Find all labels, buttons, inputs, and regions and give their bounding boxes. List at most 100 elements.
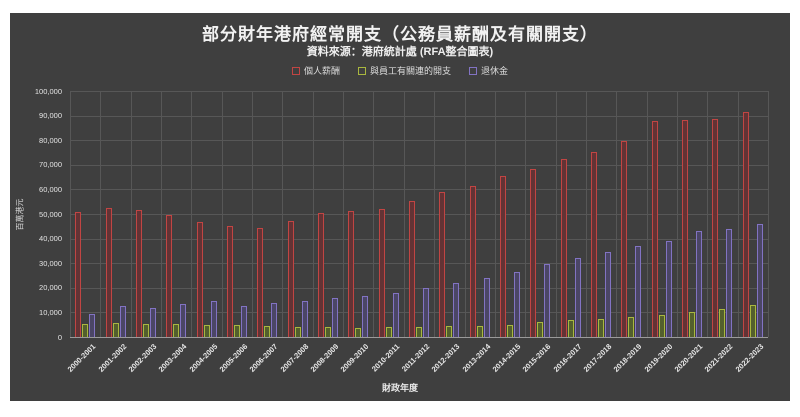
- y-gridline: [70, 238, 768, 240]
- bar-staff-related-expenses: [628, 317, 635, 337]
- bar-personal-emoluments: [317, 213, 324, 337]
- bar-personal-emoluments: [530, 168, 537, 337]
- bar-personal-emoluments: [257, 227, 264, 337]
- bar-pensions: [756, 224, 763, 337]
- bar-staff-related-expenses: [82, 323, 89, 337]
- x-gridline: [616, 91, 618, 337]
- bar-staff-related-expenses: [719, 309, 726, 337]
- bar-staff-related-expenses: [415, 326, 422, 337]
- y-gridline: [70, 115, 768, 117]
- legend-label-personal-emoluments: 個人薪酬: [303, 66, 340, 76]
- bar-personal-emoluments: [439, 191, 446, 337]
- bar-group: [313, 91, 343, 337]
- bar-staff-related-expenses: [142, 323, 149, 337]
- x-gridline: [282, 91, 284, 337]
- bar-personal-emoluments: [226, 226, 233, 337]
- x-gridline: [221, 91, 223, 337]
- bar-group: [616, 91, 646, 337]
- bar-pensions: [574, 257, 581, 337]
- y-tick-label: 0: [57, 332, 62, 342]
- bar-personal-emoluments: [560, 159, 567, 337]
- x-gridline: [130, 91, 132, 337]
- bar-group: [222, 91, 252, 337]
- bar-group: [586, 91, 616, 337]
- bar-staff-related-expenses: [233, 325, 240, 337]
- y-tick-label: 50,000: [39, 209, 62, 219]
- bar-pensions: [119, 306, 126, 337]
- bar-pensions: [453, 283, 460, 337]
- bar-personal-emoluments: [287, 220, 294, 337]
- bar-group: [282, 91, 312, 337]
- bar-group: [161, 91, 191, 337]
- x-gridline: [494, 91, 496, 337]
- x-gridline: [676, 91, 678, 337]
- y-gridline: [70, 164, 768, 166]
- bar-group: [343, 91, 373, 337]
- y-tick-label: 90,000: [39, 111, 62, 121]
- y-gridline: [70, 287, 768, 289]
- bar-staff-related-expenses: [507, 324, 514, 337]
- bar-personal-emoluments: [500, 176, 507, 337]
- x-gridline: [585, 91, 587, 337]
- x-gridline: [403, 91, 405, 337]
- bar-pensions: [514, 271, 521, 337]
- bar-personal-emoluments: [591, 152, 598, 337]
- bar-pensions: [271, 302, 278, 337]
- bar-group: [465, 91, 495, 337]
- bar-pensions: [149, 308, 156, 337]
- bar-personal-emoluments: [105, 208, 112, 337]
- x-gridline: [707, 91, 709, 337]
- bar-staff-related-expenses: [173, 324, 180, 337]
- bar-staff-related-expenses: [385, 327, 392, 337]
- x-gridline: [191, 91, 193, 337]
- bar-group: [556, 91, 586, 337]
- bar-staff-related-expenses: [749, 305, 756, 337]
- bar-staff-related-expenses: [324, 327, 331, 337]
- bar-group: [191, 91, 221, 337]
- bar-group: [525, 91, 555, 337]
- bar-group: [434, 91, 464, 337]
- bar-personal-emoluments: [469, 185, 476, 337]
- bar-pensions: [605, 251, 612, 337]
- chart-title: 部分財年港府經常開支（公務員薪酬及有關開支）: [202, 25, 598, 44]
- bar-group: [707, 91, 737, 337]
- bar-staff-related-expenses: [264, 325, 271, 337]
- x-gridline: [161, 91, 163, 337]
- bar-pensions: [362, 295, 369, 337]
- y-tick-label: 100,000: [34, 86, 62, 96]
- legend-label-pensions: 退休金: [481, 66, 509, 76]
- bar-pensions: [635, 245, 642, 337]
- bar-personal-emoluments: [378, 209, 385, 337]
- bar-personal-emoluments: [651, 120, 658, 337]
- bar-group: [647, 91, 677, 337]
- bar-pensions: [210, 300, 217, 337]
- y-gridline: [70, 189, 768, 191]
- bar-personal-emoluments: [408, 200, 415, 337]
- x-gridline: [100, 91, 102, 337]
- x-gridline: [525, 91, 527, 337]
- bar-staff-related-expenses: [567, 320, 574, 337]
- bar-personal-emoluments: [682, 119, 689, 337]
- chart-subtitle: 資料來源：港府統計處 (RFA整合圖表): [306, 46, 494, 58]
- bar-group: [404, 91, 434, 337]
- x-axis-title: 財政年度: [381, 383, 418, 393]
- bar-personal-emoluments: [742, 111, 749, 337]
- bar-staff-related-expenses: [476, 325, 483, 337]
- y-tick-label: 40,000: [39, 234, 62, 244]
- bar-pensions: [726, 229, 733, 337]
- bar-personal-emoluments: [712, 118, 719, 337]
- legend-swatch-pensions: [469, 66, 477, 75]
- bar-pensions: [665, 241, 672, 337]
- legend: 個人薪酬 與員工有關連的開支 退休金: [10, 64, 790, 77]
- legend-label-staff-related-expenses: 與員工有關連的開支: [369, 66, 451, 76]
- x-gridline: [252, 91, 254, 337]
- legend-item-personal-emoluments: 個人薪酬: [291, 64, 340, 77]
- x-gridline: [70, 91, 71, 337]
- bar-staff-related-expenses: [355, 327, 362, 337]
- bar-personal-emoluments: [75, 211, 82, 337]
- x-gridline: [464, 91, 466, 337]
- bar-pensions: [544, 264, 551, 337]
- bar-personal-emoluments: [135, 210, 142, 337]
- bar-staff-related-expenses: [446, 326, 453, 337]
